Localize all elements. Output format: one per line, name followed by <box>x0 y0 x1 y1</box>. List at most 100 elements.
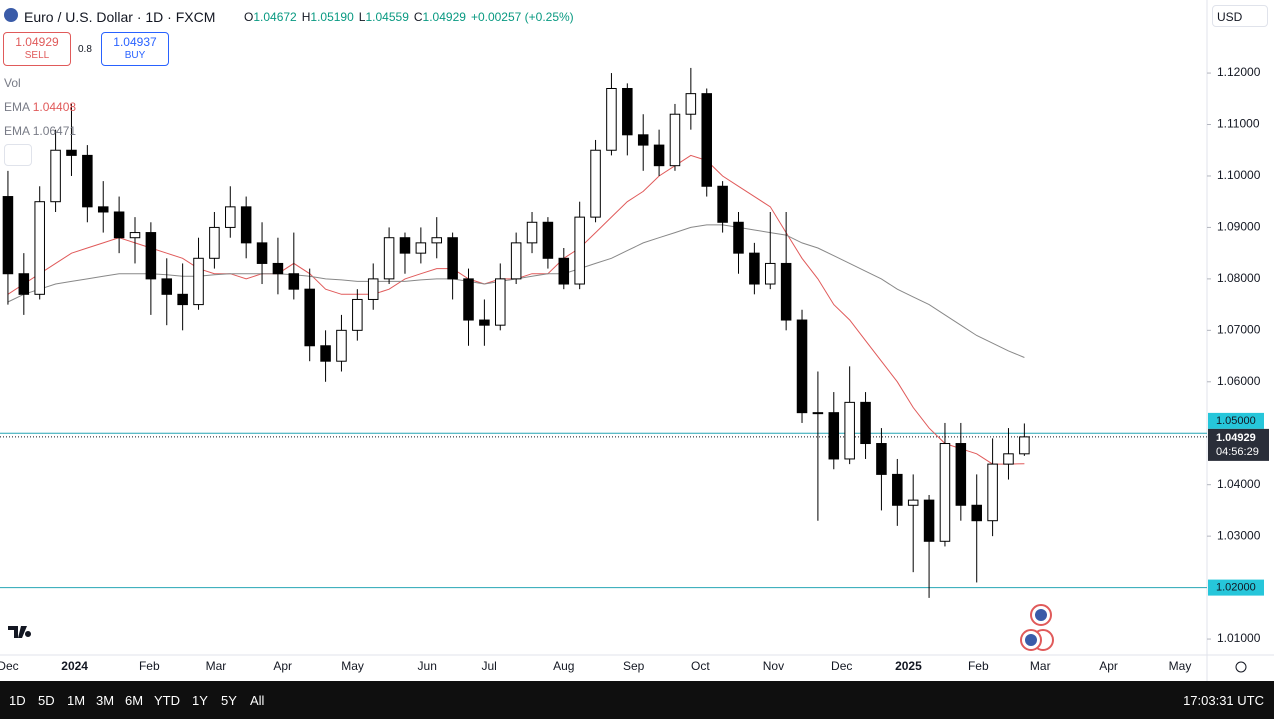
y-tick-label: 1.08000 <box>1217 271 1261 285</box>
sell-button[interactable]: 1.04929 SELL <box>3 32 71 66</box>
ohlc-key: H <box>301 10 311 24</box>
candle-body <box>66 149 77 156</box>
level-label-box <box>1208 412 1264 429</box>
candle-body <box>272 262 284 275</box>
y-tick-label: 1.12000 <box>1217 65 1261 79</box>
candle-body <box>955 443 967 506</box>
countdown: 04:56:29 <box>1216 446 1259 458</box>
candle-body <box>177 293 188 306</box>
candle-body <box>193 257 204 306</box>
x-tick-label: Dec <box>0 659 19 673</box>
candle-body <box>431 237 443 244</box>
tv-logo <box>8 626 32 638</box>
ema-line <box>7 154 1025 465</box>
candle-body <box>447 237 458 280</box>
range-button[interactable]: 5D <box>38 693 55 708</box>
candle-body <box>129 232 141 239</box>
range-button[interactable]: 1D <box>9 693 26 708</box>
candle-body <box>923 499 935 542</box>
currency-select[interactable]: USD <box>1212 5 1268 27</box>
candle-body <box>558 257 570 285</box>
last-price-box <box>1208 428 1269 461</box>
collapse-button[interactable] <box>4 144 32 166</box>
candle-body <box>828 412 840 460</box>
ohlc-value: 1.04559 <box>365 10 409 24</box>
y-tick-label: 1.11000 <box>1217 117 1260 131</box>
toolbar: 1D 5D 1M 3M 6M YTD 1Y 5Y All 17:03:31 UTC <box>0 681 1274 719</box>
buy-label: BUY <box>124 50 146 61</box>
candle-body <box>240 206 252 244</box>
symbol-title: Euro / U.S. Dollar · 1D · FXCM <box>24 9 216 25</box>
x-tick-label: Feb <box>968 659 989 673</box>
candle-body <box>860 401 871 445</box>
candle-body <box>590 149 601 218</box>
x-tick-label: Apr <box>1099 659 1118 673</box>
ohlc-value: 1.05190 <box>310 10 354 24</box>
ohlc-change: +0.00257 (+0.25%) <box>470 10 574 24</box>
ohlc-key: O <box>244 10 254 24</box>
x-tick-label: Feb <box>139 659 160 673</box>
x-tick-label: May <box>341 659 364 673</box>
x-tick-label: Nov <box>763 659 784 673</box>
candle-body <box>812 412 824 415</box>
candle-body <box>1019 436 1030 455</box>
candle-body <box>97 206 109 213</box>
candle-body <box>685 93 697 115</box>
y-tick-label: 1.01000 <box>1217 631 1261 645</box>
ema-name: EMA <box>4 124 30 138</box>
event-icon <box>1025 634 1037 646</box>
candle-body <box>383 237 395 280</box>
candle-body <box>50 149 61 203</box>
candle-body <box>479 319 490 326</box>
y-tick-label: 1.06000 <box>1217 374 1261 388</box>
candle-body <box>399 237 411 254</box>
range-button[interactable]: All <box>250 693 265 708</box>
candle-body <box>764 262 776 285</box>
ohlc-value: 1.04929 <box>422 10 466 24</box>
range-button[interactable]: 3M <box>96 693 115 708</box>
ema-legend: EMA 1.06471 <box>4 124 76 138</box>
x-tick-label: May <box>1169 659 1192 673</box>
candle-body <box>907 499 919 506</box>
ema-value: 1.06471 <box>32 124 77 138</box>
candle-body <box>161 278 173 295</box>
candle-body <box>542 221 554 259</box>
range-button[interactable]: 6M <box>125 693 144 708</box>
candle-body <box>987 463 998 522</box>
candle-body <box>701 93 712 187</box>
settings-icon[interactable] <box>1235 661 1247 673</box>
candle-body <box>225 206 236 228</box>
buy-button[interactable]: 1.04937 BUY <box>101 32 169 66</box>
candle-body <box>939 443 951 542</box>
range-button[interactable]: 1M <box>67 693 86 708</box>
candle-body <box>2 196 14 275</box>
range-button[interactable]: YTD <box>154 693 180 708</box>
x-tick-label: Jul <box>481 659 496 673</box>
candle-body <box>352 298 363 331</box>
clock: 17:03:31 UTC <box>1183 693 1264 708</box>
range-button[interactable]: 5Y <box>221 693 237 708</box>
candle-body <box>367 278 379 300</box>
candle-body <box>526 221 538 244</box>
candle-body <box>145 232 157 280</box>
candle-body <box>717 185 728 223</box>
level-label: 1.02000 <box>1216 582 1256 594</box>
candle-body <box>256 242 268 264</box>
candle-body <box>320 345 331 362</box>
symbol-icon <box>4 8 18 22</box>
x-tick-label: Jun <box>418 659 437 673</box>
last-price-label: 1.04929 <box>1216 432 1256 444</box>
level-label: 1.05000 <box>1216 415 1256 427</box>
candle-body <box>637 134 649 146</box>
ohlc-key: C <box>413 10 423 24</box>
candle-body <box>653 144 665 167</box>
candle-body <box>510 242 522 280</box>
range-button[interactable]: 1Y <box>192 693 208 708</box>
x-tick-label: Oct <box>691 659 710 673</box>
x-tick-label: Mar <box>1030 659 1051 673</box>
ohlc-legend: O1.04672 H1.05190 L1.04559 C1.04929 +0.00257… <box>244 10 574 24</box>
vol-label: Vol <box>4 76 21 90</box>
x-tick-label: Apr <box>273 659 292 673</box>
candle-body <box>304 288 315 347</box>
